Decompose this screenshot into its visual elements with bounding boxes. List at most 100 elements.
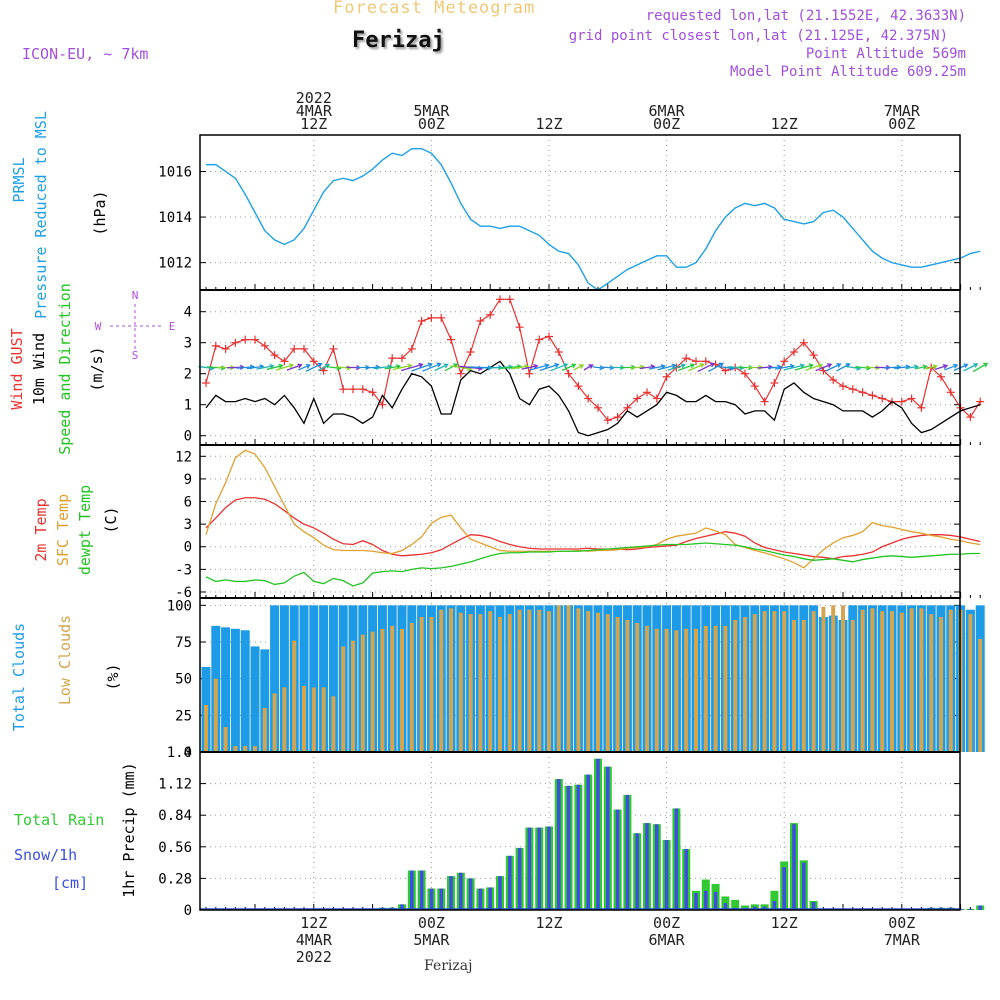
clouds-ytick-label: 75 [175,635,192,651]
clouds-ytick-label: 50 [175,672,192,688]
low-clouds-bar [292,640,297,752]
low-clouds-bar [880,611,885,752]
precip-unit: 1hr Precip (mm) [120,762,138,897]
snow-bar [968,908,973,910]
low-clouds-bar [821,606,826,752]
gust-point [594,403,602,412]
low-clouds-bar [449,608,453,752]
temp-ytick-label: 3 [184,517,192,533]
wind-arrow [521,363,539,370]
low-clouds-bar [262,708,267,752]
snow-bar [674,808,679,910]
gust-point [496,295,504,304]
gust-point [897,397,906,406]
gust-point [525,369,534,378]
low-clouds-bar [948,609,953,752]
low-clouds-bar [243,746,248,752]
gust-point [427,313,436,322]
snow-bar [537,827,541,910]
snow-bar [782,867,786,910]
low-clouds-bar [792,620,796,752]
gust-point [643,388,651,397]
low-clouds-bar [664,628,669,752]
snow-bar [645,823,649,910]
wind-arrow [298,363,311,371]
low-clouds-bar [615,617,620,752]
total-clouds-bar [319,605,329,752]
low-clouds-bar [939,617,943,752]
model-point-altitude: Model Point Altitude 609.25m [729,64,966,80]
low-clouds-bar [566,605,571,752]
snow-bar [586,774,590,910]
wind-arrow [411,362,433,372]
total-clouds-bar [260,649,270,752]
gust-point [437,313,446,322]
top-time-label: 5MAR [413,102,450,120]
gust-point [251,335,259,344]
top-time-label: 7MAR [884,102,921,120]
snow-bar [694,893,698,910]
wind-arrow [697,362,715,372]
low-clouds-bar [752,614,757,752]
gust-point [741,369,749,378]
clouds-ytick-label: 100 [167,598,192,614]
total-clouds-bar [309,605,319,752]
low-clouds-bar [703,625,708,752]
temp-ytick-label: 6 [184,495,192,511]
snow-bar [802,862,806,910]
clouds-ytick-label: 25 [175,708,192,724]
pressure-label: PRMSL [10,157,28,202]
svg-text:S: S [132,349,139,362]
snow-bar [449,876,453,910]
bottom-time-label: 12Z [771,914,798,932]
snow-bar [723,903,728,910]
gust-point [407,344,416,353]
gust-point [476,317,485,325]
precip-ytick-label: 0.28 [158,871,192,887]
dewpt-line [205,542,981,587]
snow-bar [811,902,816,910]
gust-point [398,354,406,363]
total-clouds-bar [240,630,250,752]
wind-arrow [916,364,928,370]
snow-bar [517,847,522,910]
sfc-temp-label: SFC Temp [54,494,72,566]
snow-bar [429,888,434,910]
wind-arrow [678,363,696,371]
low-clouds-bar [899,612,904,752]
pressure-ytick-label: 1014 [158,210,192,226]
wind-arrow [539,362,560,372]
snow-label: Snow/1h [14,846,77,864]
gust-point [692,357,700,366]
wind-arrow [934,364,949,371]
precip-ytick-label: 0 [184,903,192,919]
low-clouds-bar [517,609,522,752]
low-clouds-bar [694,628,698,752]
low-clouds-bar [468,614,473,752]
temp-ytick-label: 0 [184,540,192,556]
low-clouds-bar [478,614,483,752]
gust-point [780,357,789,366]
gust-point [760,397,769,406]
snow-bar [557,779,561,910]
gust-point [388,354,397,363]
bottom-time-label: 00Z [418,914,445,932]
low-clouds-bar [253,746,257,752]
compass-icon: N E S W [95,289,176,362]
low-clouds-bar [586,611,591,752]
top-time-label: 00Z [653,115,680,133]
pressure-ytick-label: 1012 [158,256,192,272]
wind-arrow [275,363,295,371]
gust-point [241,335,250,344]
wind-arrow [266,363,284,371]
gust-point [584,394,593,403]
wind-panel: 0 1 2 3 4 [184,290,981,445]
low-clouds-bar [498,617,502,752]
low-clouds-bar [841,605,845,752]
wind-arrow [434,363,449,372]
wind-arrow [286,363,303,371]
snow-bar [684,849,688,910]
low-clouds-bar [282,687,287,752]
gust-point [378,400,387,409]
